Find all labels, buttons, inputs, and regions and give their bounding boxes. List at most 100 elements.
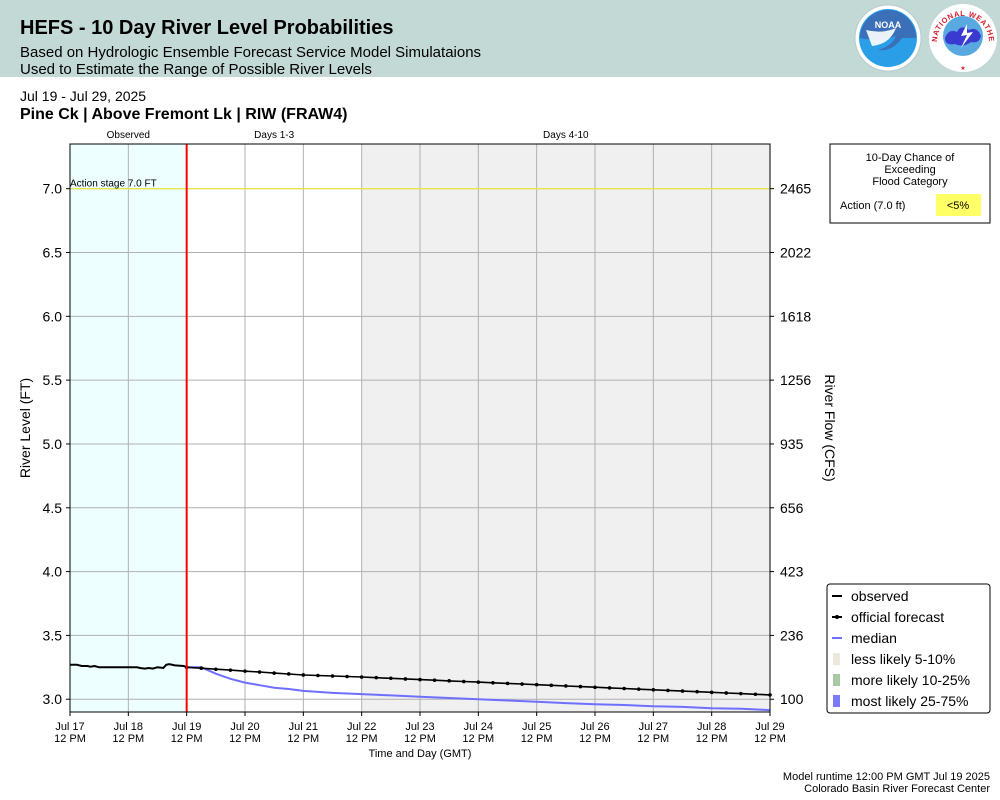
station-name: Pine Ck | Above Fremont Lk | RIW (FRAW4): [20, 106, 348, 123]
legend-label-more: more likely 10-25%: [851, 672, 970, 688]
official-forecast-point: [753, 692, 758, 697]
region-label: Days 1-3: [254, 130, 294, 141]
y2-tick-label: 1256: [780, 372, 811, 388]
x-tick-label-time: 12 PM: [696, 733, 728, 745]
chance-box-title: 10-Day Chance of: [866, 152, 956, 164]
official-forecast-point: [636, 687, 641, 691]
x-tick-label: Jul 20: [230, 721, 259, 733]
official-forecast-point: [286, 672, 291, 676]
x-tick-label-time: 12 PM: [637, 733, 669, 745]
official-forecast-point: [549, 683, 554, 688]
x-tick-label-time: 12 PM: [54, 733, 86, 745]
official-forecast-point: [695, 689, 699, 694]
official-forecast-point: [578, 684, 583, 689]
date-range: Jul 19 - Jul 29, 2025: [20, 88, 147, 104]
x-tick-label-time: 12 PM: [754, 733, 786, 745]
y2-tick-label: 2465: [780, 181, 811, 197]
forecast-center: Colorado Basin River Forecast Center: [804, 783, 990, 795]
region-label: Days 4-10: [543, 130, 589, 141]
y-tick-label: 6.5: [43, 244, 63, 260]
x-tick-label-time: 12 PM: [171, 733, 203, 745]
chance-value-cell: [936, 194, 981, 216]
official-forecast-point: [651, 687, 656, 692]
official-forecast-point: [447, 679, 451, 683]
official-forecast-point: [316, 673, 320, 678]
legend-marker-more: [833, 674, 840, 686]
x-tick-label: Jul 28: [697, 721, 726, 733]
official-forecast-point: [709, 690, 714, 695]
x-axis-label: Time and Day (GMT): [369, 748, 472, 760]
x-tick-label-time: 12 PM: [112, 733, 144, 745]
x-tick-label-time: 12 PM: [462, 733, 494, 745]
y2-tick-label: 236: [780, 627, 804, 643]
x-tick-label-time: 12 PM: [404, 733, 436, 745]
days-4-10-region-shade: [361, 144, 770, 712]
official-forecast-point: [607, 686, 612, 690]
x-tick-label: Jul 24: [464, 721, 493, 733]
official-forecast-point: [214, 667, 218, 672]
x-tick-label: Jul 26: [580, 721, 609, 733]
official-forecast-point: [345, 674, 349, 679]
official-forecast-point: [418, 677, 422, 682]
official-forecast-point: [680, 689, 685, 693]
official-forecast-point: [272, 671, 276, 675]
official-forecast-point: [476, 680, 481, 684]
official-forecast-point: [491, 680, 495, 685]
x-tick-label: Jul 23: [405, 721, 434, 733]
legend-label-less: less likely 5-10%: [851, 651, 955, 667]
y2-tick-label: 2022: [780, 244, 811, 260]
legend-box: [826, 583, 991, 714]
x-tick-label: Jul 19: [172, 721, 201, 733]
region-label: Observed: [107, 130, 150, 141]
official-forecast-point: [403, 677, 408, 681]
page-subtitle-2: Used to Estimate the Range of Possible R…: [20, 61, 372, 78]
official-forecast-point: [520, 682, 524, 686]
chance-box-title: Exceeding: [884, 164, 935, 176]
official-forecast-point: [374, 675, 379, 680]
y2-tick-label: 1618: [780, 308, 811, 324]
chance-row-value: <5%: [947, 200, 970, 212]
y-tick-label: 3.0: [43, 691, 63, 707]
chance-box-title: Flood Category: [872, 176, 948, 188]
x-tick-label: Jul 18: [114, 721, 143, 733]
official-forecast-point: [199, 666, 204, 671]
official-forecast-point: [257, 670, 262, 674]
action-stage-label: Action stage 7.0 FT: [70, 179, 157, 190]
y2-tick-label: 100: [780, 691, 804, 707]
legend-label-observed: observed: [851, 588, 909, 604]
legend-marker-dot: [835, 615, 839, 619]
header-banner: HEFS - 10 Day River Level Probabilities …: [0, 0, 1000, 78]
y-tick-label: 5.5: [43, 372, 63, 388]
y-tick-label: 7.0: [43, 181, 63, 197]
official-forecast-point: [359, 675, 364, 679]
official-forecast-point: [622, 686, 626, 691]
official-forecast-point: [389, 676, 393, 681]
official-forecast-point: [739, 691, 743, 696]
svg-text:NOAA: NOAA: [875, 20, 902, 30]
x-tick-label-time: 12 PM: [346, 733, 378, 745]
x-tick-label: Jul 21: [289, 721, 318, 733]
legend-label-official: official forecast: [851, 609, 944, 625]
legend-label-median: median: [851, 630, 897, 646]
official-forecast-point: [534, 682, 539, 687]
x-tick-label: Jul 29: [755, 721, 784, 733]
official-forecast-point: [593, 685, 597, 690]
x-tick-label-time: 12 PM: [579, 733, 611, 745]
y2-tick-label: 656: [780, 500, 804, 516]
svg-text:★: ★: [960, 65, 965, 72]
page-title: HEFS - 10 Day River Level Probabilities: [20, 17, 394, 39]
legend-label-most: most likely 25-75%: [851, 693, 969, 709]
x-tick-label: Jul 17: [55, 721, 84, 733]
nws-logo: NATIONAL WEATHER SERVICE ★: [927, 2, 997, 72]
official-forecast-point: [461, 679, 466, 684]
x-tick-label: Jul 22: [347, 721, 376, 733]
chance-row-label: Action (7.0 ft): [840, 200, 905, 212]
median-series-line: [186, 666, 771, 712]
x-tick-label: Jul 27: [639, 721, 668, 733]
y-tick-label: 5.0: [43, 436, 63, 452]
x-tick-label: Jul 25: [522, 721, 551, 733]
legend-marker-less: [833, 653, 840, 665]
official-forecast-point: [724, 691, 729, 695]
y-tick-label: 6.0: [43, 308, 63, 324]
y-tick-label: 4.0: [43, 564, 63, 580]
